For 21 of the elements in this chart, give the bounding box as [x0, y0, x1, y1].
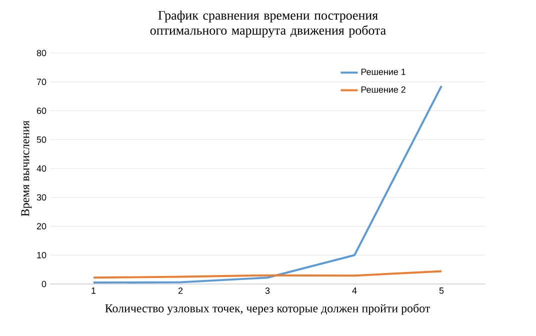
y-axis-title: Время вычисления	[21, 120, 32, 216]
x-axis-title: Количество узловых точек, через которые должен пройти робот	[105, 304, 430, 315]
y-tick-label: 10	[37, 252, 46, 258]
chart-title: График сравнения времени построения оптимального маршрута движения робота	[150, 10, 386, 38]
x-tick-label: 1	[92, 288, 96, 294]
x-tick-label: 2	[178, 288, 183, 294]
x-tick-label: 4	[352, 288, 357, 294]
y-tick-label: 70	[36, 78, 46, 86]
y-tick-label: 30	[36, 194, 46, 201]
line-series	[92, 270, 443, 279]
y-tick-label: 80	[36, 50, 46, 56]
y-tick-label: 60	[36, 108, 46, 114]
y-tick-label: 50	[36, 136, 46, 143]
legend-label: Решение 2	[361, 86, 406, 93]
y-tick-label: 0	[42, 280, 46, 288]
x-tick-label: 3	[265, 288, 270, 294]
y-tick-label: 20	[36, 223, 46, 230]
y-tick-label: 40	[36, 165, 46, 172]
legend-label: Решение 1	[361, 68, 406, 75]
x-tick-label: 5	[439, 288, 444, 294]
line-series	[92, 84, 443, 284]
